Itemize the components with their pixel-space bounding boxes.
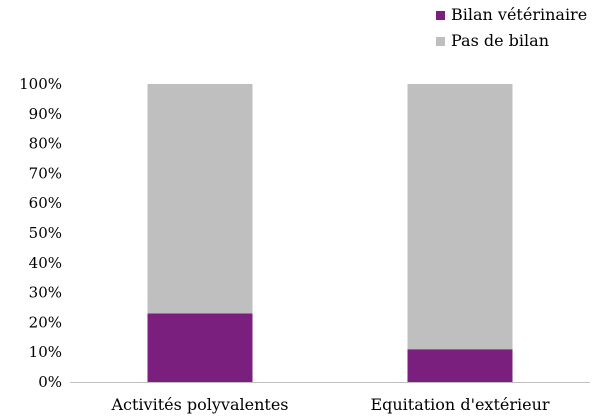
legend: Bilan vétérinaire Pas de bilan <box>436 5 587 50</box>
legend-entry-label: Pas de bilan <box>451 31 549 50</box>
y-tick-label: 10% <box>29 343 62 361</box>
bar-segment <box>407 349 513 382</box>
y-tick-label: 80% <box>29 135 62 153</box>
bar-segment <box>147 84 253 314</box>
bar-segment <box>407 84 513 350</box>
bars-layer <box>147 84 513 382</box>
legend-entry-label: Bilan vétérinaire <box>451 5 587 24</box>
legend-swatch <box>436 11 445 20</box>
y-tick-label: 30% <box>29 284 62 302</box>
category-labels: Activités polyvalentes Equitation d'extér… <box>110 395 549 414</box>
y-tick-label: 40% <box>29 254 62 272</box>
y-tick-label: 50% <box>29 224 62 242</box>
x-category-label: Equitation d'extérieur <box>370 395 549 414</box>
y-tick-label: 60% <box>29 194 62 212</box>
y-tick-label: 100% <box>19 75 62 93</box>
axis-layer: 0% 10% 20% 30% 40% 50% 60% 70% 80% 90% 100% <box>19 75 590 391</box>
y-tick-label: 0% <box>38 373 62 391</box>
bar-segment <box>147 313 253 382</box>
legend-swatch <box>436 37 445 46</box>
x-category-label: Activités polyvalentes <box>110 395 288 414</box>
y-tick-label: 20% <box>29 313 62 331</box>
y-tick-label: 70% <box>29 164 62 182</box>
y-tick-label: 90% <box>29 105 62 123</box>
